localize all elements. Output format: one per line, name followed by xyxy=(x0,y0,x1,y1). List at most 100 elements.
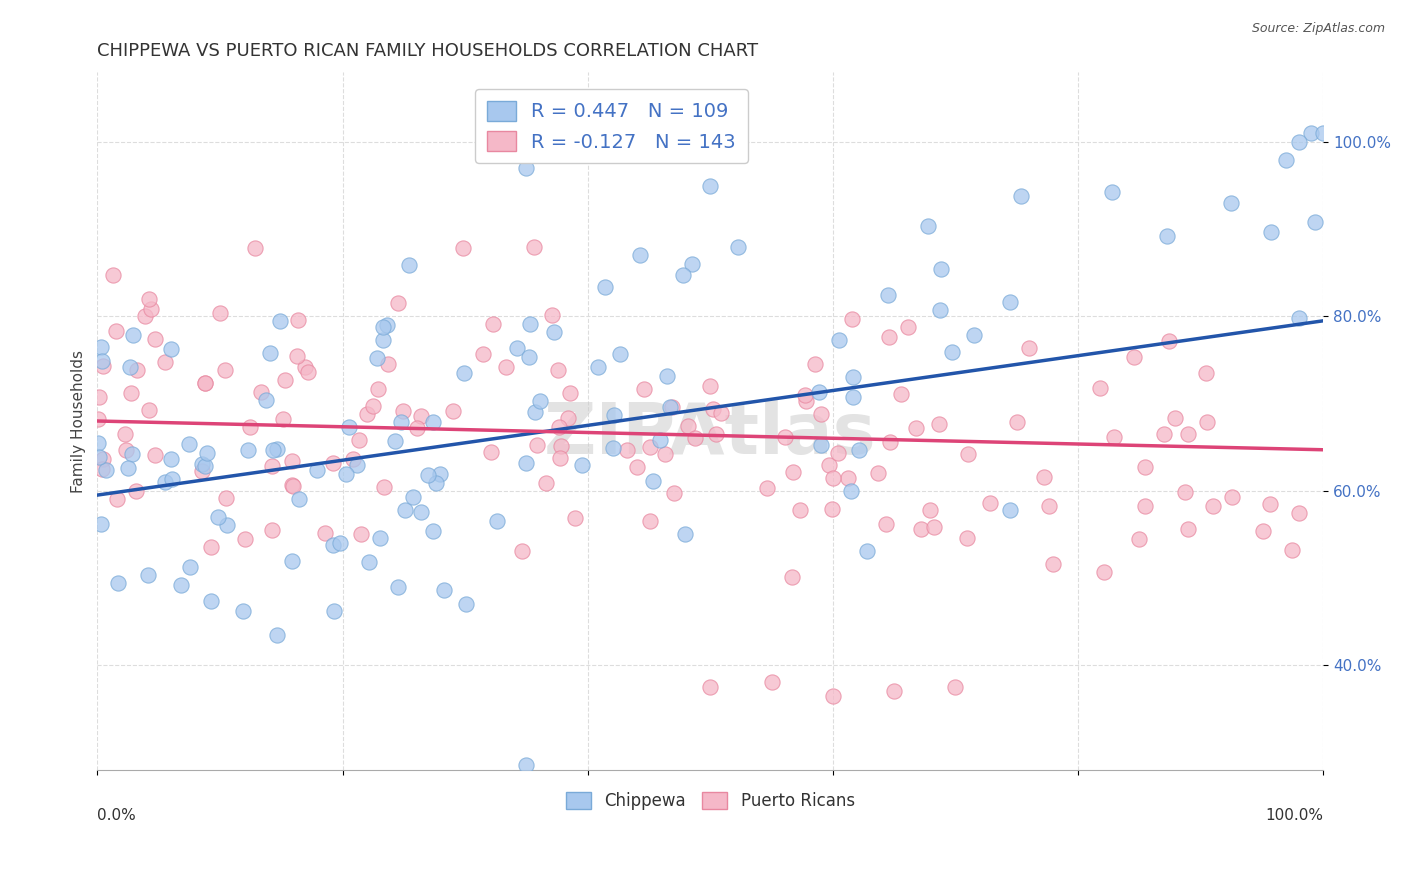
Point xyxy=(941,344,963,359)
Point xyxy=(115,442,138,457)
Point xyxy=(782,465,804,479)
Point xyxy=(314,525,336,540)
Point xyxy=(1275,153,1298,167)
Point xyxy=(841,484,863,499)
Point xyxy=(550,450,572,465)
Point xyxy=(280,477,302,491)
Point xyxy=(481,317,503,331)
Point xyxy=(262,443,284,458)
Point xyxy=(160,342,183,356)
Point xyxy=(425,475,447,490)
Point xyxy=(124,484,146,499)
Point xyxy=(883,684,905,698)
Point xyxy=(890,386,912,401)
Point xyxy=(346,458,368,472)
Point xyxy=(87,412,110,426)
Point xyxy=(879,330,901,344)
Point xyxy=(979,496,1001,510)
Point xyxy=(1288,311,1310,326)
Point xyxy=(648,433,671,447)
Point xyxy=(285,349,308,363)
Point xyxy=(269,314,291,328)
Point xyxy=(810,438,832,452)
Text: ZIPAtlas: ZIPAtlas xyxy=(544,401,876,469)
Point xyxy=(347,434,370,448)
Point xyxy=(322,538,344,552)
Point xyxy=(515,758,537,772)
Point xyxy=(335,467,357,482)
Point xyxy=(377,358,399,372)
Point xyxy=(676,419,699,434)
Point xyxy=(794,388,817,402)
Point xyxy=(1156,228,1178,243)
Point xyxy=(817,458,839,472)
Text: CHIPPEWA VS PUERTO RICAN FAMILY HOUSEHOLDS CORRELATION CHART: CHIPPEWA VS PUERTO RICAN FAMILY HOUSEHOL… xyxy=(97,42,758,60)
Point xyxy=(136,568,159,582)
Point xyxy=(1010,189,1032,203)
Point xyxy=(879,434,901,449)
Point xyxy=(373,319,395,334)
Point xyxy=(956,531,979,545)
Point xyxy=(529,394,551,409)
Point xyxy=(194,376,217,391)
Point xyxy=(200,594,222,608)
Point xyxy=(877,288,900,302)
Point xyxy=(170,578,193,592)
Point xyxy=(775,430,797,444)
Point xyxy=(294,359,316,374)
Point xyxy=(1260,225,1282,239)
Point xyxy=(90,340,112,354)
Point xyxy=(368,531,391,545)
Point xyxy=(1251,524,1274,538)
Point xyxy=(1128,532,1150,546)
Point xyxy=(281,479,304,493)
Point xyxy=(153,475,176,489)
Point xyxy=(1007,415,1029,429)
Point xyxy=(350,527,373,541)
Point xyxy=(342,452,364,467)
Point xyxy=(232,604,254,618)
Point xyxy=(120,385,142,400)
Point xyxy=(616,442,638,457)
Point xyxy=(134,309,156,323)
Point xyxy=(956,447,979,461)
Point xyxy=(398,258,420,272)
Point xyxy=(638,515,661,529)
Point xyxy=(138,403,160,417)
Point xyxy=(699,680,721,694)
Point xyxy=(479,445,502,459)
Point xyxy=(704,426,727,441)
Point xyxy=(441,404,464,418)
Point xyxy=(1299,127,1322,141)
Point xyxy=(288,491,311,506)
Point xyxy=(114,427,136,442)
Point xyxy=(1174,485,1197,500)
Point xyxy=(91,359,114,373)
Point xyxy=(1312,127,1334,141)
Point xyxy=(626,460,648,475)
Point xyxy=(673,526,696,541)
Point xyxy=(699,178,721,193)
Point xyxy=(1101,185,1123,199)
Point xyxy=(918,503,941,517)
Point xyxy=(1038,500,1060,514)
Point xyxy=(243,241,266,255)
Point xyxy=(593,280,616,294)
Point xyxy=(207,510,229,524)
Point xyxy=(904,420,927,434)
Point xyxy=(841,390,863,404)
Point xyxy=(433,583,456,598)
Point xyxy=(422,415,444,429)
Point xyxy=(359,555,381,569)
Point xyxy=(602,441,624,455)
Y-axis label: Family Households: Family Households xyxy=(72,350,86,492)
Point xyxy=(548,419,571,434)
Point xyxy=(541,308,564,322)
Point xyxy=(254,392,277,407)
Point xyxy=(910,522,932,536)
Point xyxy=(1153,427,1175,442)
Text: 0.0%: 0.0% xyxy=(97,808,136,823)
Point xyxy=(281,554,304,568)
Point xyxy=(274,373,297,387)
Point xyxy=(233,532,256,546)
